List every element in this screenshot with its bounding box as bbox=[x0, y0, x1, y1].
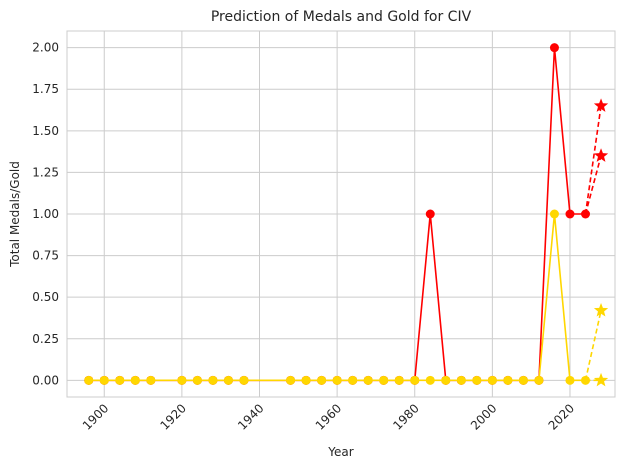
point-marker bbox=[363, 375, 373, 385]
plot-frame bbox=[66, 30, 616, 398]
y-tick-label: 0.75 bbox=[32, 249, 59, 263]
point-marker bbox=[472, 375, 482, 385]
point-marker bbox=[301, 375, 311, 385]
x-tick-label: 1960 bbox=[313, 401, 344, 432]
point-marker bbox=[456, 375, 466, 385]
y-tick-label: 1.00 bbox=[32, 207, 59, 221]
x-tick-label: 2000 bbox=[468, 401, 499, 432]
series-2 bbox=[584, 98, 609, 215]
point-marker bbox=[549, 209, 559, 219]
y-tick-label: 0.25 bbox=[32, 332, 59, 346]
x-tick-labels: 1900 1920 1940 1960 1980 2000 2020 bbox=[80, 401, 577, 432]
y-tick-label: 2.00 bbox=[32, 41, 59, 55]
point-marker bbox=[503, 375, 513, 385]
point-marker bbox=[348, 375, 358, 385]
point-marker bbox=[487, 375, 497, 385]
point-marker bbox=[223, 375, 233, 385]
series-3 bbox=[584, 148, 609, 215]
star-marker bbox=[593, 148, 609, 162]
x-tick-label: 1940 bbox=[235, 401, 266, 432]
series-line bbox=[584, 105, 602, 215]
point-marker bbox=[394, 375, 404, 385]
x-tick-label: 1900 bbox=[80, 401, 111, 432]
series-layer bbox=[84, 43, 609, 387]
series-line bbox=[584, 310, 602, 381]
point-marker bbox=[549, 43, 559, 53]
point-marker bbox=[177, 375, 187, 385]
x-tick-label: 1980 bbox=[390, 401, 421, 432]
series-5 bbox=[585, 372, 609, 387]
point-marker bbox=[425, 375, 435, 385]
y-tick-label: 0.00 bbox=[32, 373, 59, 387]
point-marker bbox=[286, 375, 296, 385]
chart-title: Prediction of Medals and Gold for CIV bbox=[211, 9, 472, 25]
y-tick-labels: 0.00 0.25 0.50 0.75 1.00 1.25 1.50 1.75 2.00 bbox=[32, 41, 59, 388]
star-marker bbox=[593, 372, 609, 387]
star-marker bbox=[593, 98, 609, 112]
x-tick-label: 2020 bbox=[546, 401, 577, 432]
x-tick-label: 1920 bbox=[158, 401, 189, 432]
point-marker bbox=[99, 375, 109, 385]
point-marker bbox=[332, 375, 342, 385]
x-axis-label: Year bbox=[327, 445, 353, 459]
y-tick-label: 0.50 bbox=[32, 290, 59, 304]
point-marker bbox=[84, 375, 94, 385]
star-marker bbox=[593, 302, 609, 317]
point-marker bbox=[425, 209, 435, 219]
point-marker bbox=[317, 375, 327, 385]
point-marker bbox=[518, 375, 528, 385]
y-tick-label: 1.75 bbox=[32, 82, 59, 96]
y-axis-label: Total Medals/Gold bbox=[8, 161, 22, 268]
point-marker bbox=[192, 375, 202, 385]
point-marker bbox=[379, 375, 389, 385]
point-marker bbox=[565, 375, 575, 385]
point-marker bbox=[130, 375, 140, 385]
series-4 bbox=[584, 302, 609, 381]
y-tick-label: 1.50 bbox=[32, 124, 59, 138]
point-marker bbox=[534, 375, 544, 385]
point-marker bbox=[239, 375, 249, 385]
point-marker bbox=[208, 375, 218, 385]
point-marker bbox=[441, 375, 451, 385]
y-tick-label: 1.25 bbox=[32, 165, 59, 179]
point-marker bbox=[565, 209, 575, 219]
point-marker bbox=[146, 375, 156, 385]
point-marker bbox=[115, 375, 125, 385]
series-line bbox=[584, 155, 602, 215]
point-marker bbox=[410, 375, 420, 385]
